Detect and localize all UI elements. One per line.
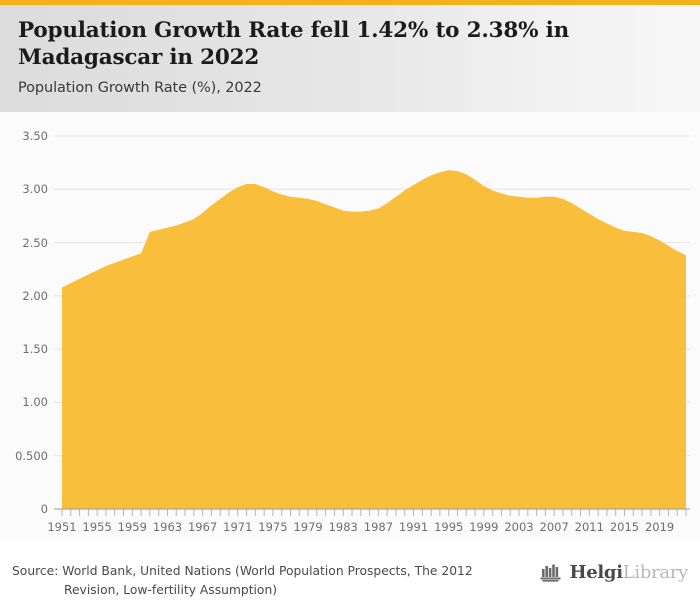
- x-axis-tick-label: 1983: [328, 520, 358, 534]
- y-axis-tick-label: 2.50: [22, 235, 48, 250]
- x-axis-tick-label: 1999: [469, 520, 499, 534]
- x-axis-tick-label: 1979: [293, 520, 323, 534]
- x-axis-tick-label: 2015: [609, 520, 640, 534]
- y-axis-tick-label: 2.00: [22, 288, 48, 303]
- logo-text: HelgiLibrary: [569, 562, 689, 583]
- y-axis-tick-label: 0: [40, 502, 48, 516]
- x-axis-labels: 1951 1955 1959 1963 1967 1971 1975 1979 1983 1987…: [0, 518, 700, 540]
- x-axis-tick-label: 2019: [644, 520, 675, 534]
- chart-footer: Source: World Bank, United Nations (Worl…: [0, 540, 700, 613]
- area-chart: [54, 135, 690, 516]
- top-accent-bar: [0, 0, 700, 5]
- source-line-2: Revision, Low-fertility Assumption): [64, 583, 278, 597]
- x-axis-tick-label: 2011: [574, 520, 604, 534]
- page-subtitle: Population Growth Rate (%), 2022: [18, 80, 262, 96]
- x-axis-tick-label: 2003: [504, 520, 534, 534]
- x-axis-tick-label: 1951: [47, 520, 77, 534]
- source-note: Source: World Bank, United Nations (Worl…: [12, 562, 512, 600]
- x-axis-tick-label: 1987: [363, 520, 394, 534]
- x-axis-tick-label: 1991: [398, 520, 429, 534]
- helgi-library-logo[interactable]: HelgiLibrary: [540, 562, 688, 583]
- x-axis-tick-label: 2007: [539, 520, 569, 534]
- plot-inner: 3.50 3.00 2.50 2.00 1.50 1.00 0.500 0 1951 1955 1…: [0, 112, 700, 540]
- y-axis-labels: 3.50 3.00 2.50 2.00 1.50 1.00 0.500 0: [0, 112, 48, 540]
- x-axis-tick-label: 1963: [152, 520, 183, 534]
- chart-header: Population Growth Rate fell 1.42% to 2.3…: [0, 5, 700, 112]
- y-axis-tick-label: 1.50: [22, 342, 48, 357]
- y-axis-tick-label: 0.500: [15, 448, 48, 463]
- x-axis-tick-label: 1971: [223, 520, 253, 534]
- y-axis-tick-label: 3.50: [22, 129, 48, 143]
- page-title: Population Growth Rate fell 1.42% to 2.3…: [18, 18, 570, 70]
- x-axis-tick-label: 1955: [82, 520, 112, 534]
- x-axis-tick-label: 1995: [434, 520, 464, 534]
- logo-helgi: Helgi: [569, 562, 624, 583]
- bar-chart-building-icon: [540, 564, 561, 582]
- x-axis-tick-label: 1967: [187, 520, 218, 534]
- x-axis-tick-label: 1975: [258, 520, 288, 534]
- y-axis-tick-label: 3.00: [22, 182, 48, 197]
- logo-library: Library: [622, 562, 689, 583]
- source-line-1: Source: World Bank, United Nations (Worl…: [12, 564, 473, 578]
- y-axis-tick-label: 1.00: [22, 395, 48, 410]
- plot-area: 3.50 3.00 2.50 2.00 1.50 1.00 0.500 0 1951 1955 1…: [0, 112, 700, 540]
- x-axis-tick-label: 1959: [117, 520, 147, 534]
